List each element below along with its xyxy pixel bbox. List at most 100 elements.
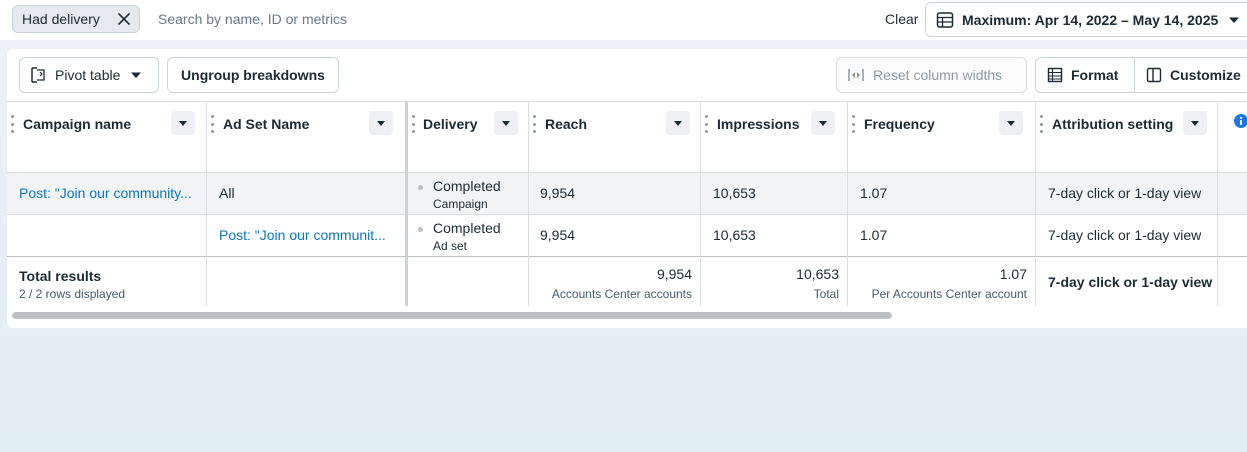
column-header-label: Impressions: [717, 116, 800, 132]
date-range-label: Maximum: Apr 14, 2022 – May 14, 2025: [962, 11, 1219, 28]
attribution-value: 7-day click or 1-day view: [1048, 185, 1202, 201]
column-attribution-setting: Attribution setting 7-day click or 1-day…: [1036, 101, 1217, 307]
column-reach: Reach 9,954 9,954 9,954 Accounts Center …: [529, 101, 700, 307]
sort-caret-icon[interactable]: [666, 111, 690, 135]
column-header-impressions[interactable]: Impressions: [701, 101, 847, 173]
sort-caret-icon[interactable]: [171, 111, 195, 135]
attribution-value: 7-day click or 1-day view: [1048, 227, 1202, 243]
drag-handle-icon[interactable]: [852, 115, 855, 133]
column-next-partial: [1218, 101, 1247, 307]
calendar-table-icon: [936, 11, 954, 29]
delivery-status: Completed: [433, 178, 501, 194]
total-impressions-value: 10,653: [796, 266, 839, 282]
total-results-label: Total results: [19, 268, 102, 284]
drag-handle-icon[interactable]: [705, 115, 708, 133]
drag-handle-icon[interactable]: [11, 115, 14, 133]
sort-caret-icon[interactable]: [999, 111, 1023, 135]
column-header-attribution-setting[interactable]: Attribution setting: [1036, 101, 1217, 173]
table-row: All: [207, 173, 405, 215]
table-row: [1218, 173, 1247, 215]
rows-displayed-label: 2 / 2 rows displayed: [19, 287, 126, 301]
total-impressions-cell: 10,653 Total: [701, 257, 847, 307]
clear-button[interactable]: Clear: [885, 11, 919, 27]
table-row: Completed Ad set: [408, 215, 528, 257]
frequency-value: 1.07: [860, 227, 888, 243]
column-header-label: Frequency: [864, 116, 935, 132]
total-reach-cell: 9,954 Accounts Center accounts: [529, 257, 700, 307]
total-next-cell: [1218, 257, 1247, 307]
column-header-label: Campaign name: [23, 116, 132, 132]
campaign-name-link[interactable]: Post: "Join our community...: [19, 185, 192, 201]
table-row: 10,653: [701, 215, 847, 257]
column-header-label: Ad Set Name: [223, 116, 310, 132]
column-campaign-name: Campaign name Post: "Join our community.…: [7, 101, 206, 307]
reach-value: 9,954: [540, 227, 576, 243]
pivot-table-button[interactable]: Pivot table: [19, 57, 159, 93]
column-impressions: Impressions 10,653 10,653 10,653 Total: [701, 101, 847, 307]
format-table-icon: [1047, 67, 1063, 83]
column-frequency: Frequency 1.07 1.07 1.07 Per Accounts Ce…: [848, 101, 1035, 307]
column-header-frequency[interactable]: Frequency: [848, 101, 1035, 173]
table-row: 7-day click or 1-day view: [1036, 173, 1217, 215]
columns-panel-icon: [1146, 67, 1162, 83]
total-frequency-cell: 1.07 Per Accounts Center account: [848, 257, 1035, 307]
column-delivery: Delivery Completed Campaign Completed Ad…: [408, 101, 528, 307]
total-results-cell: Total results 2 / 2 rows displayed: [7, 257, 206, 307]
total-frequency-sub: Per Accounts Center account: [871, 287, 1027, 301]
reset-column-widths-button[interactable]: Reset column widths: [836, 57, 1027, 93]
column-header-label: Attribution setting: [1052, 116, 1174, 132]
column-header-ad-set-name[interactable]: Ad Set Name: [207, 101, 405, 173]
sort-caret-icon[interactable]: [1183, 111, 1207, 135]
format-button[interactable]: Format: [1035, 57, 1135, 93]
total-ad-set-cell: [207, 257, 405, 307]
table-row: Post: "Join our communit...: [207, 215, 405, 257]
table-row: 10,653: [701, 173, 847, 215]
reset-column-widths-label: Reset column widths: [873, 67, 1003, 83]
table-row: Post: "Join our community...: [7, 173, 206, 215]
caret-down-icon: [130, 69, 142, 81]
column-header-campaign-name[interactable]: Campaign name: [7, 101, 206, 173]
horizontal-scrollbar[interactable]: [12, 312, 892, 319]
total-attribution-cell: 7-day click or 1-day view: [1036, 257, 1217, 307]
table-row: [1218, 215, 1247, 257]
caret-down-icon: [1228, 14, 1240, 26]
total-delivery-cell: [408, 257, 528, 307]
column-header-label: Delivery: [423, 116, 478, 132]
sort-caret-icon[interactable]: [369, 111, 393, 135]
search-input[interactable]: [150, 6, 750, 32]
table-row: Completed Campaign: [408, 173, 528, 215]
sort-caret-icon[interactable]: [494, 111, 518, 135]
drag-handle-icon[interactable]: [533, 115, 536, 133]
column-resize-icon: [847, 67, 865, 83]
delivery-level: Campaign: [433, 197, 488, 211]
info-icon[interactable]: [1234, 114, 1247, 133]
filter-chip-label: Had delivery: [22, 11, 100, 27]
drag-handle-icon[interactable]: [1040, 115, 1043, 133]
frequency-value: 1.07: [860, 185, 888, 201]
drag-handle-icon[interactable]: [412, 115, 415, 133]
impressions-value: 10,653: [713, 227, 756, 243]
status-dot-icon: [418, 185, 423, 190]
table-row: [7, 215, 206, 257]
column-ad-set-name: Ad Set Name All Post: "Join our communit…: [207, 101, 405, 307]
date-range-button[interactable]: Maximum: Apr 14, 2022 – May 14, 2025: [925, 2, 1247, 37]
customize-button[interactable]: Customize: [1134, 57, 1247, 93]
ungroup-breakdowns-button[interactable]: Ungroup breakdowns: [167, 57, 339, 93]
column-header-reach[interactable]: Reach: [529, 101, 700, 173]
impressions-value: 10,653: [713, 185, 756, 201]
ungroup-breakdowns-label: Ungroup breakdowns: [181, 67, 325, 83]
ad-set-name-link[interactable]: Post: "Join our communit...: [219, 227, 386, 243]
drag-handle-icon[interactable]: [211, 115, 214, 133]
results-table: Campaign name Post: "Join our community.…: [7, 101, 1247, 307]
filter-bar: Had delivery Clear Maximum: Apr 14, 2022…: [0, 0, 1247, 40]
close-icon[interactable]: [115, 10, 133, 28]
sort-caret-icon[interactable]: [811, 111, 835, 135]
table-row: 1.07: [848, 215, 1035, 257]
format-label: Format: [1071, 67, 1119, 83]
filter-chip-had-delivery[interactable]: Had delivery: [12, 5, 140, 33]
delivery-status: Completed: [433, 220, 501, 236]
column-header-delivery[interactable]: Delivery: [408, 101, 528, 173]
table-row: 1.07: [848, 173, 1035, 215]
customize-label: Customize: [1170, 67, 1241, 83]
status-dot-icon: [418, 227, 423, 232]
